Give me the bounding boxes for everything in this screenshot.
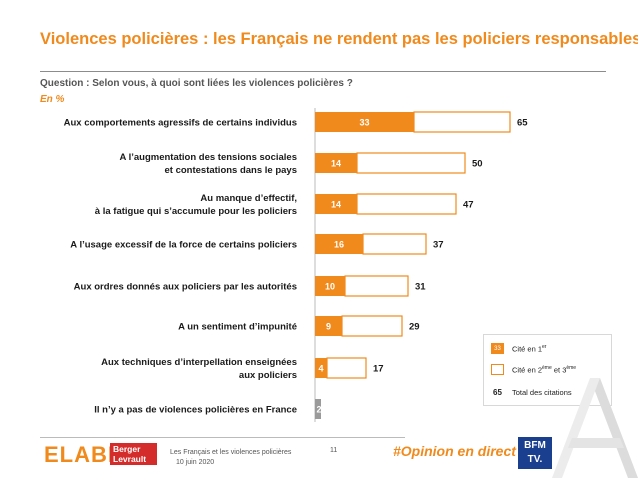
legend-label-total: Total des citations [512,388,572,397]
category-label: aux policiers [239,370,297,381]
bar-value-first: 14 [331,200,341,210]
legend-label-first: Cité en 1er [512,343,547,354]
category-label: Aux comportements agressifs de certains … [64,118,297,129]
legend-total-sample: 65 [493,388,502,397]
category-label: A l’usage excessif de la force de certai… [70,240,297,251]
bar-value-first: 9 [326,322,331,332]
bar-cited-second-third [341,315,403,337]
category-label: et contestations dans le pays [164,165,297,176]
bar-total-label: 17 [373,364,384,375]
bar-value-first: 33 [359,118,369,128]
footer-date: 10 juin 2020 [176,459,215,466]
bar-cited-second-third [356,193,457,215]
bar-cited-second-third [344,275,409,297]
bar-value-first: 4 [318,364,323,374]
bar-total-label: 29 [409,322,420,333]
bar-cited-first [315,399,321,419]
legend-item-first: 33 Cité en 1er [491,343,546,354]
bar-cited-second-third [413,111,511,133]
bar-cited-second-third [326,357,367,379]
title-divider [40,71,606,72]
bar-cited-first [315,234,363,254]
legend-swatch-second [491,364,504,375]
category-label: Il n’y a pas de violences policières en … [94,405,297,416]
bar-cited-first [315,153,357,173]
legend-swatch-first: 33 [491,343,504,354]
bar-total-label: 37 [433,240,444,251]
berger-levrault-logo: Berger Levrault [110,443,157,465]
legend-item-second: Cité en 2ème et 3ème [491,364,576,375]
bar-total-label: 50 [472,159,483,170]
page-number: 11 [330,447,338,454]
category-label: Aux ordres donnés aux policiers par les … [74,282,297,293]
page-title: Violences policières : les Français ne r… [40,30,638,48]
category-label: A un sentiment d’impunité [178,322,297,333]
bar-total-label: 31 [415,282,426,293]
bar-cited-first [315,276,345,296]
elabe-logo: ELABE [44,442,124,467]
bar-cited-first [315,358,327,378]
category-label: A l’augmentation des tensions sociales [119,152,297,163]
bar-value-first: 2 [316,405,321,415]
survey-question: Question : Selon vous, à quoi sont liées… [40,78,353,89]
bar-total-label: 47 [463,200,474,211]
footer-divider [40,437,405,438]
decorative-a-logo [552,378,638,478]
category-label: Au manque d’effectif, [200,193,297,204]
bar-value-first: 16 [334,240,344,250]
bfmtv-logo: BFM TV. [518,437,552,469]
bar-value-first: 14 [331,159,341,169]
hashtag: #Opinion en direct [393,443,516,459]
bar-cited-first [315,112,414,132]
bar-cited-second-third [362,233,427,255]
category-label: à la fatigue qui s’accumule pour les pol… [95,206,297,217]
bar-total-label: 65 [517,118,528,129]
legend-label-second: Cité en 2ème et 3ème [512,364,577,375]
legend-item-total: 65 Total des citations [491,388,572,397]
footer-study-title: Les Français et les violences policières [170,449,292,456]
bar-cited-second-third [356,152,466,174]
bar-cited-first [315,194,357,214]
category-label: Aux techniques d’interpellation enseigné… [101,357,297,368]
unit-label: En % [40,94,65,105]
bar-value-first: 10 [325,282,335,292]
bar-cited-first [315,316,342,336]
